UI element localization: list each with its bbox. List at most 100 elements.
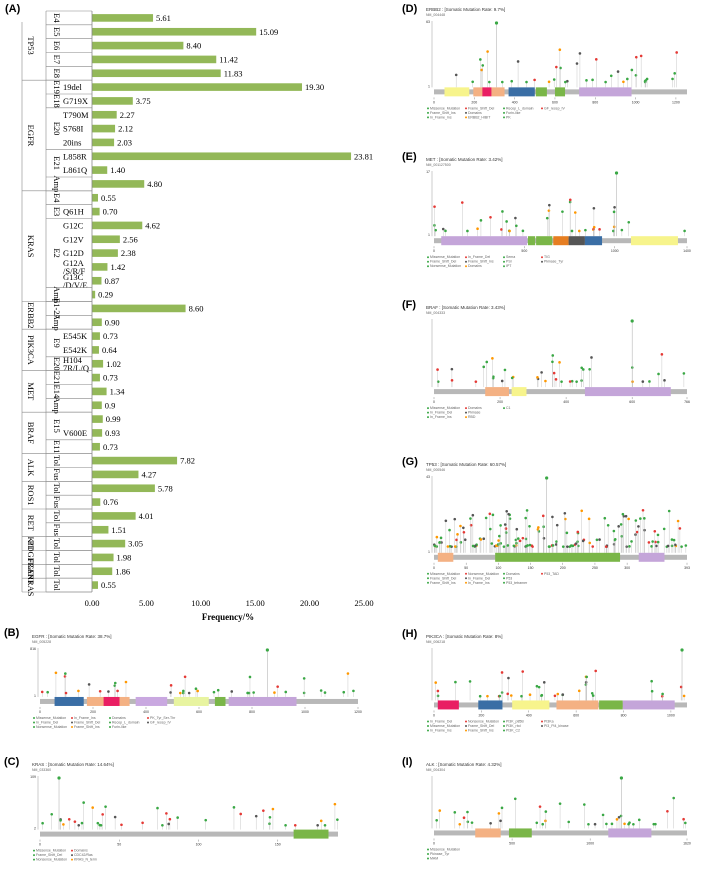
mutation-dot — [498, 534, 501, 538]
protein-backbone — [434, 830, 687, 836]
mutation-dot — [466, 810, 469, 814]
exon-label: E21 — [52, 156, 62, 170]
mutation-dot — [494, 544, 498, 547]
bar-ret-0-0 — [92, 512, 136, 520]
mutation-dot — [64, 672, 67, 675]
mutation-dot — [650, 689, 654, 693]
mutation-dot — [551, 354, 555, 357]
mutation-dot — [568, 380, 572, 383]
protein-domain-6 — [554, 87, 566, 97]
exon-label: Fus — [52, 496, 62, 508]
mutation-dot — [194, 687, 198, 691]
mutation-dot — [268, 822, 271, 825]
legend-swatch — [71, 725, 73, 728]
exon-label: E14 — [52, 385, 62, 399]
bar-value-label: 2.56 — [123, 234, 138, 244]
mutation-dot — [497, 539, 500, 542]
mutation-dot — [561, 210, 564, 213]
mutation-dot — [671, 77, 674, 81]
exon-label: E6 — [52, 41, 62, 50]
x-tick-label: 0 — [433, 100, 435, 104]
legend-swatch — [71, 716, 73, 719]
x-tick-label: 150 — [528, 566, 534, 570]
protein-domain-3 — [553, 236, 569, 246]
mutation-dot — [533, 78, 536, 82]
exon-label: E5 — [52, 27, 62, 36]
bar-value-label: 5.78 — [158, 483, 173, 493]
mutation-dot — [603, 516, 607, 520]
legend-label: C1 — [506, 406, 511, 410]
mutation-dot — [510, 79, 514, 83]
bar-kras-2-4 — [92, 276, 102, 285]
lollipop-title: ERBB2 : [Somatic Mutation Rate: 9.7%] — [426, 7, 505, 12]
protein-domain-6 — [630, 236, 678, 246]
protein-domain-1 — [511, 387, 527, 397]
x-tick-label: 25.00 — [354, 598, 373, 608]
exon-label: Tol — [52, 483, 62, 495]
mutation-dot — [580, 509, 584, 513]
mutation-dot — [619, 523, 623, 526]
mutation-dot — [613, 205, 616, 209]
y-min-label: 1 — [428, 84, 430, 88]
legend-swatch — [147, 721, 149, 724]
mutation-dot — [590, 691, 594, 695]
mutation-dot — [471, 513, 475, 517]
legend-label: In_Frame_Del — [430, 411, 452, 415]
bar-value-label: 0.9 — [105, 400, 116, 410]
mutation-dot — [564, 80, 567, 84]
exon-label: E3 — [52, 207, 62, 216]
protein-domain-1 — [527, 236, 536, 246]
y-max-label: 109 — [30, 775, 36, 779]
x-tick-label: 0 — [433, 400, 435, 404]
x-tick-label: 800 — [249, 710, 255, 714]
x-tick-label: 766 — [684, 400, 690, 404]
mutation-dot — [169, 691, 172, 694]
mutation-dot — [623, 822, 626, 826]
mutation-dot — [672, 796, 675, 800]
legend-swatch — [465, 116, 467, 119]
mutation-dot — [248, 675, 252, 679]
x-tick-label: 50 — [117, 843, 121, 847]
legend-swatch — [109, 716, 111, 719]
mutation-dot — [293, 824, 297, 827]
mutation-dot — [448, 528, 451, 532]
mutation-dot — [609, 74, 613, 78]
bar-braf-0-1 — [92, 429, 103, 437]
mutation-dot — [648, 380, 651, 383]
mutation-dot — [637, 818, 641, 822]
mutation-dot — [262, 809, 265, 812]
lollipop-title: ALK : [Somatic Mutation Rate: 4.32%] — [426, 762, 502, 767]
legend-swatch — [427, 581, 429, 584]
lollipop-chart-pik3ca: PIK3CA : [Somatic Mutation Rate: 8%]NM_0… — [426, 634, 687, 732]
mutation-dot — [541, 822, 544, 826]
legend-swatch — [427, 256, 429, 259]
legend-label: Recep_L_domain — [112, 720, 139, 724]
legend-label: ERBB2_HIBIT — [468, 115, 491, 119]
legend-label: P53_TAD — [544, 572, 559, 576]
mutation-dot — [624, 514, 628, 518]
mutation-dot — [621, 512, 625, 516]
mutation-dot — [499, 524, 502, 527]
mutation-dot — [462, 816, 466, 820]
mutation-dot — [528, 525, 531, 528]
mutation-dot — [610, 822, 614, 826]
protein-domain-2 — [536, 236, 553, 246]
mutation-dot — [436, 380, 440, 383]
mutation-dot — [54, 671, 58, 675]
x-tick-label: 600 — [552, 100, 558, 104]
mutation-dot — [540, 693, 544, 697]
legend-label: Frame_Shift_Del — [74, 720, 100, 724]
bar-egfr-1-0 — [92, 97, 133, 105]
legend-swatch — [541, 724, 543, 727]
mutation-dot — [612, 529, 616, 533]
bar-value-label: 2.03 — [117, 137, 132, 147]
bar-mutation-label: G12D — [63, 248, 84, 258]
legend-swatch — [541, 572, 543, 575]
mutation-dot — [554, 378, 558, 381]
protein-domain-3 — [556, 700, 599, 710]
legend-label: P53_tetramer — [506, 581, 528, 585]
x-tick-label: 10.00 — [191, 598, 210, 608]
bar-mutation-label: E545K — [63, 331, 88, 341]
mutation-dot — [595, 538, 599, 542]
mutation-dot — [254, 814, 258, 818]
